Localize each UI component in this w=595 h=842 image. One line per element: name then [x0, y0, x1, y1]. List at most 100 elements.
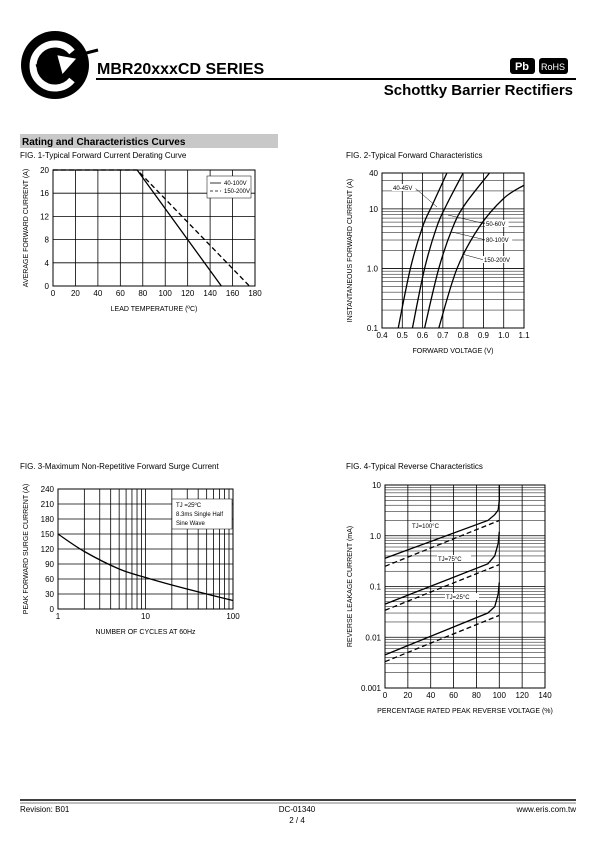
- badge-text: Pb: [515, 61, 529, 73]
- y-axis-label: REVERSE LEAKAGE CURRENT (mA): [347, 526, 354, 647]
- label-arrow: [451, 231, 487, 241]
- y-axis-label: PEAK FORWARD SURGE CURRENT (A): [23, 484, 30, 615]
- y-tick-label: 16: [40, 189, 49, 198]
- badge: [539, 58, 568, 74]
- badge: [510, 58, 535, 74]
- footer-page: 2 / 4: [289, 816, 305, 825]
- x-tick-label: 1.1: [518, 331, 530, 340]
- x-tick-label: 20: [403, 691, 412, 700]
- series-line: [384, 519, 500, 567]
- y-tick-label: 60: [45, 575, 54, 584]
- chart: FIG. 3-Maximum Non-Repetitive Forward Su…: [20, 462, 240, 636]
- x-tick-label: 80: [138, 289, 147, 298]
- chart-title: FIG. 4-Typical Reverse Characteristics: [346, 462, 483, 471]
- x-tick-label: 20: [71, 289, 80, 298]
- y-tick-label: 8: [45, 236, 50, 245]
- series-label: 150-200V: [484, 258, 510, 264]
- series-label: 50-60V: [486, 222, 505, 228]
- label-arrow: [447, 214, 487, 225]
- y-tick-label: 0.1: [367, 324, 379, 333]
- label-arrow: [461, 253, 485, 261]
- y-tick-label: 4: [45, 259, 50, 268]
- y-tick-label: 10: [369, 205, 378, 214]
- x-tick-label: 0.9: [478, 331, 490, 340]
- chart: FIG. 1-Typical Forward Current Derating …: [20, 151, 262, 313]
- x-axis-label: FORWARD VOLTAGE (V): [412, 348, 493, 355]
- series-line: [384, 614, 500, 663]
- chart: FIG. 4-Typical Reverse Characteristics 0 2…: [346, 462, 553, 715]
- x-tick-label: 80: [472, 691, 481, 700]
- chart-title: FIG. 3-Maximum Non-Repetitive Forward Su…: [20, 462, 220, 471]
- series-line: [384, 531, 500, 605]
- x-axis-label: NUMBER OF CYCLES AT 60Hz: [95, 629, 196, 636]
- y-tick-label: 0: [45, 282, 50, 291]
- chart: FIG. 2-Typical Forward Characteristics 0.…: [346, 151, 530, 355]
- footer-url: www.eris.com.tw: [515, 805, 576, 814]
- annotation-box: [171, 498, 233, 530]
- series-line: [384, 564, 500, 611]
- x-tick-label: 100: [159, 289, 173, 298]
- chart-title: FIG. 1-Typical Forward Current Derating …: [20, 151, 187, 160]
- label-bg: [437, 555, 471, 562]
- x-tick-label: 40: [426, 691, 435, 700]
- footer-doc: DC-01340: [279, 805, 316, 814]
- series-label: 80-100V: [486, 238, 509, 244]
- x-tick-label: 140: [203, 289, 217, 298]
- y-axis-label: AVERAGE FORWARD CURRENT (A): [23, 169, 30, 287]
- x-tick-label: 1: [56, 612, 61, 621]
- x-axis-label: PERCENTAGE RATED PEAK REVERSE VOLTAGE (%…: [377, 708, 553, 715]
- x-axis-label: LEAD TEMPERATURE (ºC): [111, 306, 198, 313]
- section-bar: [20, 134, 278, 148]
- series-line: [397, 172, 448, 329]
- doc-title: MBR20xxxCD SERIES: [97, 61, 265, 78]
- series-line: [438, 184, 525, 329]
- logo: [21, 31, 99, 99]
- y-tick-label: 0: [50, 605, 55, 614]
- series-line: [53, 169, 250, 287]
- y-tick-label: 150: [41, 530, 55, 539]
- annotation: TJ=75°C: [438, 557, 462, 563]
- annotation: TJ=100°C: [412, 524, 440, 530]
- series-line: [411, 172, 464, 329]
- x-tick-label: 100: [493, 691, 507, 700]
- y-tick-label: 90: [45, 560, 54, 569]
- y-tick-label: 180: [41, 515, 55, 524]
- legend-label: 150-200V: [224, 189, 250, 195]
- series-line: [57, 533, 234, 602]
- y-tick-label: 0.1: [370, 583, 382, 592]
- series-label: 40-45V: [393, 186, 412, 192]
- x-tick-label: 0.4: [376, 331, 388, 340]
- series-line: [423, 172, 491, 329]
- section-title: Rating and Characteristics Curves: [22, 137, 186, 148]
- y-tick-label: 40: [369, 169, 378, 178]
- chart-title: FIG. 2-Typical Forward Characteristics: [346, 151, 482, 160]
- y-tick-label: 1.0: [367, 264, 379, 273]
- x-tick-label: 140: [538, 691, 552, 700]
- series-line: [384, 582, 500, 656]
- y-axis-label: INSTANTANEOUS FORWARD CURRENT (A): [347, 179, 354, 323]
- legend-label: 40-100V: [224, 181, 247, 187]
- x-tick-label: 1.0: [498, 331, 510, 340]
- x-tick-label: 160: [226, 289, 240, 298]
- x-tick-label: 60: [449, 691, 458, 700]
- annotation: TJ=25°C: [446, 595, 470, 601]
- series-line: [384, 485, 500, 559]
- label-bg: [485, 236, 513, 243]
- y-tick-label: 240: [41, 485, 55, 494]
- label-bg: [392, 184, 416, 191]
- label-bg: [445, 593, 479, 600]
- y-tick-label: 20: [40, 166, 49, 175]
- label-bg: [485, 220, 509, 227]
- x-tick-label: 180: [248, 289, 262, 298]
- x-tick-label: 120: [515, 691, 529, 700]
- annotation: 8.3ms Single Half: [176, 512, 223, 518]
- y-tick-label: 12: [40, 212, 49, 221]
- y-tick-label: 210: [41, 500, 55, 509]
- legend-box: [206, 175, 252, 199]
- x-tick-label: 0.8: [458, 331, 470, 340]
- x-tick-label: 60: [116, 289, 125, 298]
- x-tick-label: 100: [226, 612, 240, 621]
- x-tick-label: 0.5: [397, 331, 409, 340]
- y-tick-label: 30: [45, 590, 54, 599]
